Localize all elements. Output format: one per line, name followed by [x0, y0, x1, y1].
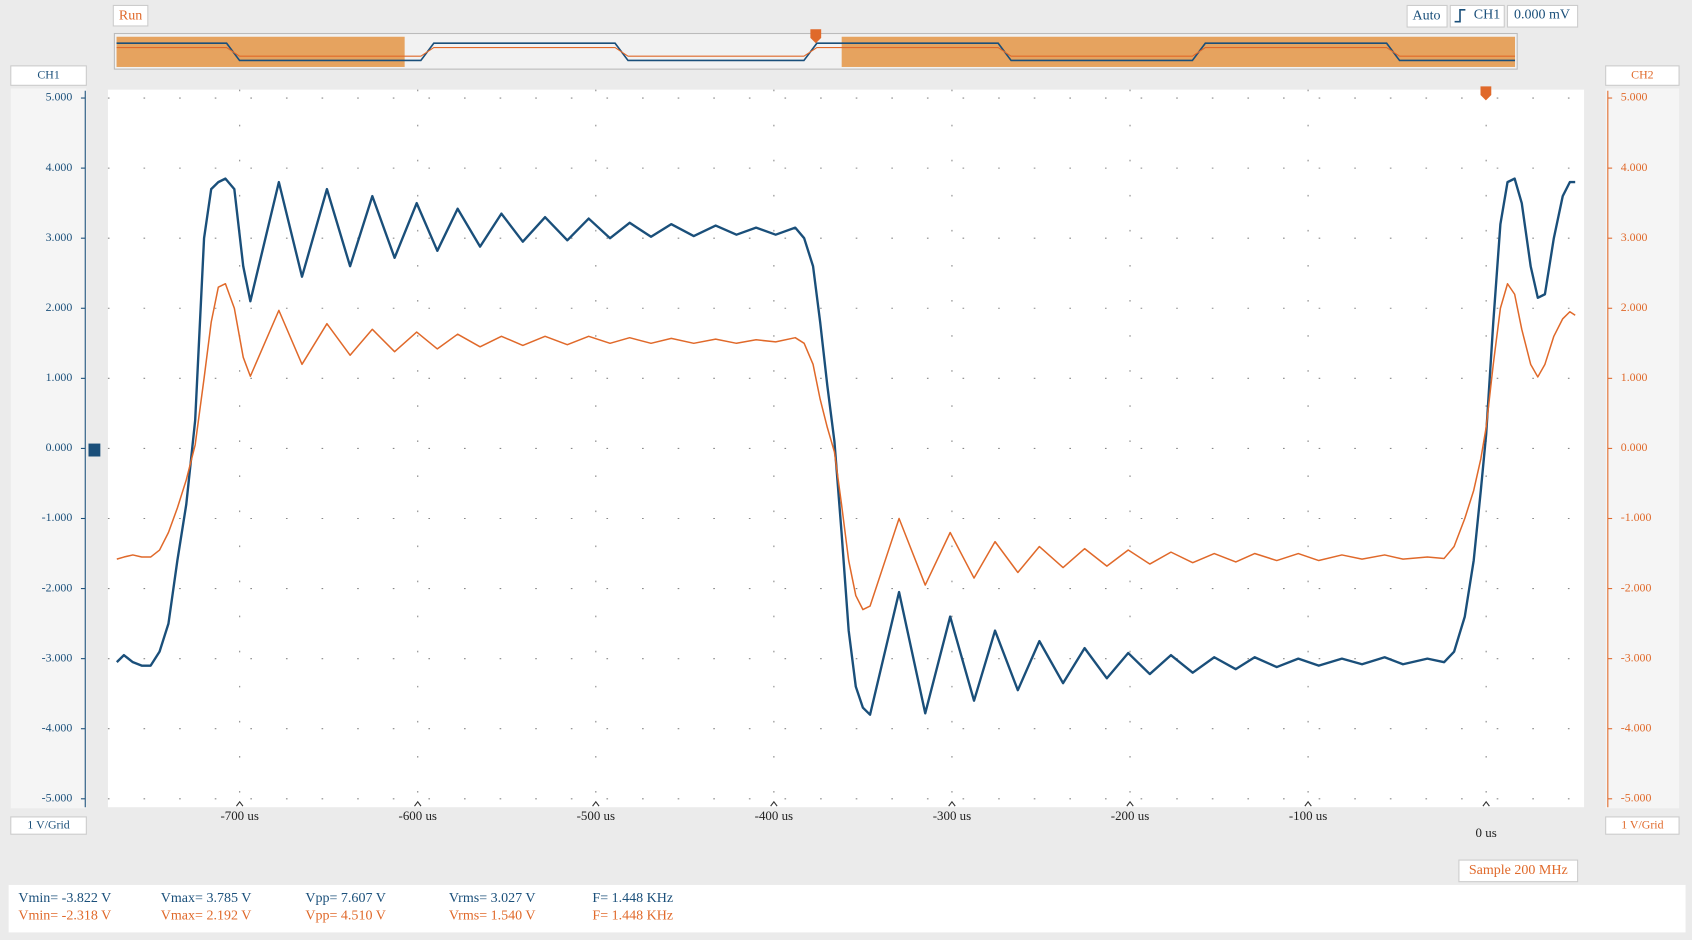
x-tick: [948, 800, 956, 807]
y2-tick-label: -1.000: [1621, 510, 1652, 524]
measurement-panel: [8, 884, 1686, 933]
measurement: Vmax= 2.192 V: [161, 908, 252, 923]
measurements: Vmin= -3.822 V Vmax= 3.785 V Vpp= 7.607 V V…: [18, 891, 673, 923]
measurement: Vmin= -2.318 V: [18, 908, 111, 923]
plot-area: [107, 89, 1585, 808]
y2-tick-label: -5.000: [1621, 791, 1652, 805]
right-axis-panel: [1605, 88, 1680, 809]
ch1-scale: 1 V/Grid: [27, 817, 69, 831]
y-tick-label: -4.000: [42, 720, 73, 734]
y2-tick-label: 2.000: [1621, 300, 1648, 314]
y2-tick-label: 5.000: [1621, 90, 1648, 104]
measurement: Vrms= 1.540 V: [449, 908, 536, 923]
trigger-mode-box[interactable]: [1406, 4, 1448, 28]
trigger-level: 0.000 mV: [1514, 7, 1570, 22]
trigger-level-box[interactable]: [1506, 4, 1579, 28]
trigger-marker: [1480, 86, 1492, 101]
measurement: Vmin= -3.822 V: [18, 891, 111, 906]
measurement: Vpp= 4.510 V: [305, 908, 385, 923]
trace: [115, 177, 1576, 716]
y2-tick-label: 4.000: [1621, 160, 1648, 174]
trigger-source-box[interactable]: [1449, 4, 1505, 28]
x-tick: [1304, 800, 1312, 807]
y-tick-label: 5.000: [46, 90, 73, 104]
trigger-marker: [810, 29, 822, 44]
y-tick-label: -2.000: [42, 580, 73, 594]
ch1-level-marker: [88, 443, 101, 457]
ch1-header: CH1: [37, 67, 59, 81]
ch2-scale-box: [1605, 816, 1680, 835]
trace: [116, 282, 1576, 611]
x-tick: [770, 800, 778, 807]
y-tick-label: -5.000: [42, 791, 73, 805]
x-tick: [1126, 800, 1134, 807]
overview-ch2: [116, 46, 1516, 57]
x-tick-label: -500 us: [577, 808, 615, 823]
sample-box: [1458, 859, 1579, 883]
grid: [80, 89, 1613, 808]
y2-tick-label: -4.000: [1621, 720, 1652, 734]
y-tick-label: 2.000: [46, 300, 73, 314]
x-tick-label: -700 us: [220, 808, 258, 823]
edge-icon: [1454, 8, 1466, 23]
ch1-header-box[interactable]: [10, 65, 87, 86]
y-tick-label: -3.000: [42, 650, 73, 664]
traces: [115, 177, 1576, 716]
left-axis-panel: [10, 88, 87, 809]
x-tick: [592, 800, 600, 807]
y-tick-label: 1.000: [46, 370, 73, 384]
y-tick-label: -1.000: [42, 510, 73, 524]
measurement: Vrms= 3.027 V: [449, 891, 536, 906]
ch2-header: CH2: [1631, 67, 1653, 81]
x-tick-label: -200 us: [1111, 808, 1149, 823]
overview-window: [116, 36, 405, 67]
sample-rate: Sample 200 MHz: [1469, 863, 1568, 878]
y2-tick-label: -3.000: [1621, 650, 1652, 664]
x-tick-label: -100 us: [1289, 808, 1327, 823]
y2-tick-label: 0.000: [1621, 440, 1648, 454]
y2-tick-label: 1.000: [1621, 370, 1648, 384]
x-tick: [1482, 800, 1490, 807]
trigger-source: CH1: [1474, 7, 1500, 22]
measurement: F= 1.448 KHz: [592, 891, 673, 906]
ch1-scale-box: [10, 816, 87, 835]
x-tick-label: -300 us: [933, 808, 971, 823]
y-tick-label: 4.000: [46, 160, 73, 174]
measurement: F= 1.448 KHz: [592, 908, 673, 923]
overview-window: [841, 36, 1516, 67]
x-tick-label: 0 us: [1476, 825, 1497, 840]
y2-tick-label: 3.000: [1621, 230, 1648, 244]
y-tick-label: 0.000: [46, 440, 73, 454]
ch2-scale: 1 V/Grid: [1621, 817, 1663, 831]
x-tick: [414, 800, 422, 807]
measurement: Vpp= 7.607 V: [305, 891, 385, 906]
y2-tick-label: -2.000: [1621, 580, 1652, 594]
y-tick-label: 3.000: [46, 230, 73, 244]
status: Run: [119, 8, 142, 23]
x-tick-label: -400 us: [755, 808, 793, 823]
status-box[interactable]: [112, 4, 149, 27]
ch2-header-box[interactable]: [1605, 65, 1680, 86]
x-tick-label: -600 us: [399, 808, 437, 823]
x-tick: [236, 800, 244, 807]
trigger-mode: Auto: [1413, 8, 1441, 23]
measurement: Vmax= 3.785 V: [161, 891, 252, 906]
